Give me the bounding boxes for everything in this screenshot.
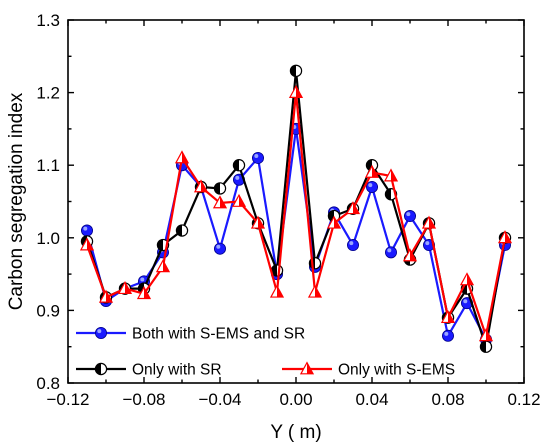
x-tick-label: −0.08 [122,390,165,409]
series-1-point [251,151,264,164]
y-tick-label: 0.8 [36,374,60,393]
legend-marker [94,362,108,376]
series-3-point [98,289,114,303]
series-2-point [232,158,246,172]
series-1-point [346,239,359,252]
y-tick-label: 0.9 [36,301,60,320]
legend-label: Only with S-EMS [338,362,455,379]
y-axis: 0.8 0.9 1.0 1.1 1.2 1.3 [36,11,524,393]
legend-label: Only with SR [132,362,222,379]
series-3-point [459,272,475,286]
series-2-point [213,182,227,195]
series-2-point [289,64,303,78]
legend-label: Both with S-EMS and SR [132,326,305,343]
series-3-point [79,237,95,251]
series-3-point [307,284,323,298]
series-3-point [345,201,361,215]
series-3-point [364,164,380,178]
series-3-point [117,280,133,295]
series-1-point [384,246,397,259]
y-axis-title: Carbon segregation index [6,92,27,310]
series-3-point [421,215,437,229]
legend-marker [299,361,315,375]
series-1-point [213,242,226,255]
y-tick-label: 1.3 [36,11,60,30]
legend-entry-1: Both with S-EMS and SR [76,326,305,343]
series-3-point [231,193,247,207]
series-1-point [403,210,416,223]
series-2-point [479,340,493,353]
x-axis-title: Y ( m) [270,422,321,443]
x-tick-label: 0.12 [507,390,540,409]
series-3-point [212,195,228,209]
legend-entry-2: Only with SR [76,362,222,379]
y-tick-label: 1.2 [36,84,60,103]
x-tick-label: −0.12 [46,390,89,409]
series-3-point [155,259,171,273]
x-axis: −0.12 −0.08 −0.04 0.00 0.04 0.08 0.12 [46,20,541,409]
series-3-point [250,215,266,229]
series-3-point [288,84,304,98]
y-tick-label: 1.0 [36,229,60,248]
series-2-point [175,224,189,237]
legend-marker [95,326,108,339]
series-layer [79,64,513,353]
series-1-point [365,180,378,193]
series-3-point [174,150,190,164]
series-3-point [402,248,418,262]
series-3-point [383,168,399,182]
x-tick-label: 0.04 [355,390,388,409]
series-1-point [441,329,454,342]
series-3-point [326,215,342,229]
legend-entry-3: Only with S-EMS [282,361,455,379]
series-3-point [497,230,513,244]
x-tick-label: 0.08 [431,390,464,409]
series-3-point [269,284,285,298]
series-3-point [136,286,152,300]
series-3 [79,84,513,342]
y-tick-label: 1.1 [36,156,60,175]
series-3-point [440,310,456,324]
x-tick-label: 0.00 [279,390,312,409]
legend: Both with S-EMS and SR Only with SR Only w… [76,326,455,379]
series-3-point [478,328,494,342]
x-tick-label: −0.04 [198,390,241,409]
series-3-point [193,179,209,193]
series-1-point [81,224,94,237]
